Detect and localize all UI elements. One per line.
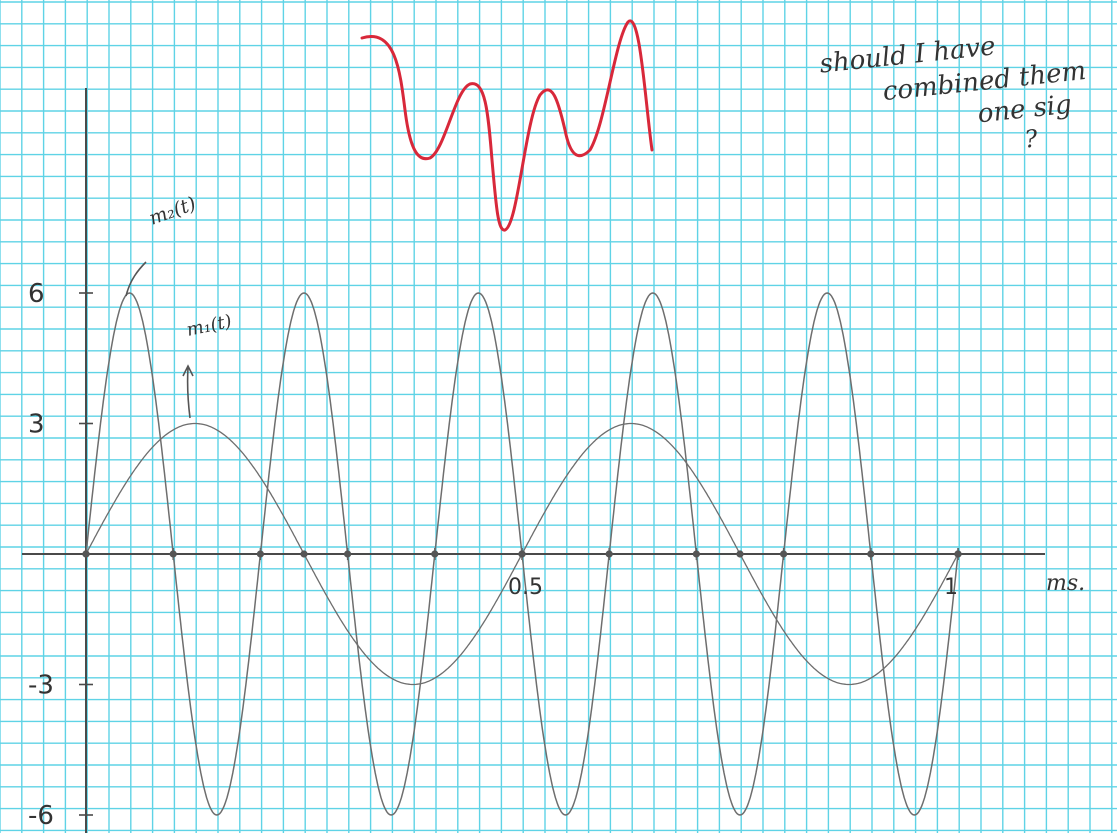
- data-point-zero-crossing: [169, 550, 177, 558]
- x-tick-label: 1: [944, 575, 958, 600]
- data-point-zero-crossing: [82, 550, 90, 558]
- series-layer: [82, 292, 962, 816]
- data-point-zero-crossing: [954, 550, 962, 558]
- x-axis-label: ms.: [1046, 571, 1085, 596]
- red-sketch-squiggle: [360, 19, 654, 232]
- data-point-zero-crossing: [780, 550, 788, 558]
- data-point-zero-crossing: [344, 550, 352, 558]
- data-point-zero-crossing: [300, 550, 308, 558]
- y-tick-label: 3: [28, 410, 45, 440]
- data-point-zero-crossing: [431, 550, 439, 558]
- m2-pointer-arrow: [125, 261, 147, 297]
- handwritten-note: should I have combined them one sig ?: [818, 31, 1087, 153]
- m1-pointer-arrow: [182, 364, 194, 419]
- data-point-zero-crossing: [256, 550, 264, 558]
- data-point-zero-crossing: [736, 550, 744, 558]
- data-point-zero-crossing: [692, 550, 701, 558]
- tick-labels: 6 3 -3 -6 0.5 1: [28, 279, 958, 831]
- y-tick-label: -6: [28, 801, 54, 831]
- y-tick-label: -3: [28, 671, 54, 701]
- data-point-zero-crossing: [605, 550, 613, 558]
- data-point-zero-crossing: [867, 550, 875, 558]
- data-point-zero-crossing: [518, 550, 526, 558]
- note-line-4: ?: [1023, 124, 1039, 153]
- y-tick-label: 6: [28, 279, 45, 309]
- x-tick-label: 0.5: [508, 575, 543, 600]
